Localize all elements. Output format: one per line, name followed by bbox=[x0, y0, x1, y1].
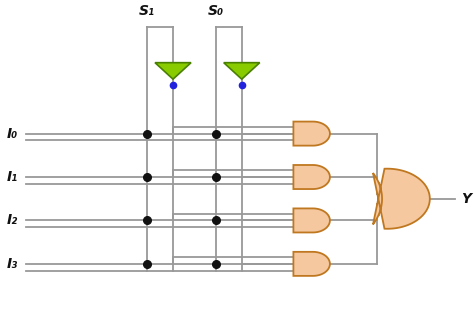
Text: I₃: I₃ bbox=[6, 257, 18, 271]
Polygon shape bbox=[373, 169, 430, 229]
Text: I₀: I₀ bbox=[6, 127, 18, 141]
Text: Y: Y bbox=[461, 192, 471, 206]
Polygon shape bbox=[224, 63, 260, 79]
Polygon shape bbox=[293, 122, 330, 146]
Text: I₂: I₂ bbox=[6, 213, 18, 227]
Text: S₀: S₀ bbox=[208, 4, 224, 18]
Polygon shape bbox=[293, 165, 330, 189]
Polygon shape bbox=[155, 63, 191, 79]
Text: I₁: I₁ bbox=[6, 170, 18, 184]
Text: S₁: S₁ bbox=[139, 4, 155, 18]
Polygon shape bbox=[293, 252, 330, 276]
Polygon shape bbox=[293, 208, 330, 232]
